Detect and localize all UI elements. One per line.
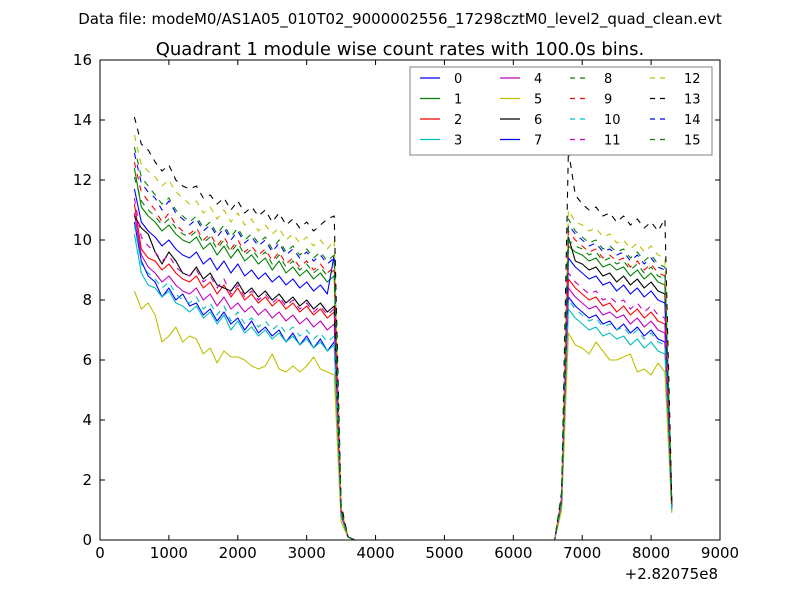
data-file-header: Data file: modeM0/AS1A05_010T02_90000025…: [78, 10, 722, 29]
series-line-4: [133, 212, 673, 540]
series-line-12: [133, 134, 673, 540]
x-tick-label: 2000: [219, 544, 257, 562]
plot-lines: [133, 116, 673, 540]
x-axis: 0 1000 2000 3000 4000 5000 6000 7000 8000 9000: [95, 60, 739, 562]
legend-label-11: 11: [604, 134, 621, 149]
legend-label-3: 3: [454, 134, 462, 149]
y-tick-label: 16: [73, 51, 92, 69]
y-tick-label: 14: [73, 111, 92, 129]
x-offset-label: +2.82075e8: [625, 565, 718, 583]
x-tick-label: 7000: [563, 544, 601, 562]
legend-label-10: 10: [604, 113, 621, 128]
y-tick-label: 10: [73, 231, 92, 249]
legend-label-8: 8: [604, 72, 612, 87]
x-tick-label: 9000: [701, 544, 739, 562]
series-line-9: [133, 161, 673, 540]
series-line-11: [133, 197, 673, 540]
legend-label-6: 6: [534, 113, 542, 128]
series-line-2: [133, 203, 673, 540]
legend-box: [409, 66, 713, 156]
legend-label-5: 5: [534, 93, 542, 108]
series-line-8: [133, 176, 673, 540]
legend-label-0: 0: [454, 72, 462, 87]
y-tick-label: 2: [82, 471, 92, 489]
legend-label-2: 2: [454, 113, 462, 128]
legend-label-13: 13: [684, 93, 701, 108]
series-line-3: [133, 233, 673, 540]
series-line-15: [133, 146, 673, 540]
legend-label-1: 1: [454, 93, 462, 108]
x-tick-label: 5000: [425, 544, 463, 562]
x-tick-label: 4000: [356, 544, 394, 562]
legend-label-7: 7: [534, 134, 542, 149]
x-tick-label: 8000: [632, 544, 670, 562]
legend-label-14: 14: [684, 113, 701, 128]
y-tick-label: 4: [82, 411, 92, 429]
y-tick-label: 8: [82, 291, 92, 309]
legend-label-4: 4: [534, 72, 542, 87]
series-line-10: [133, 224, 673, 540]
legend-label-15: 15: [684, 134, 701, 149]
series-line-5: [133, 290, 673, 540]
x-tick-label: 1000: [150, 544, 188, 562]
series-line-7: [133, 188, 673, 540]
legend-label-12: 12: [684, 72, 701, 87]
y-tick-label: 12: [73, 171, 92, 189]
legend-label-9: 9: [604, 93, 612, 108]
x-tick-label: 3000: [288, 544, 326, 562]
x-tick-label: 0: [95, 544, 105, 562]
series-line-6: [133, 215, 673, 540]
series-line-0: [133, 221, 673, 540]
chart-title: Quadrant 1 module wise count rates with …: [156, 39, 645, 60]
y-tick-label: 0: [82, 531, 92, 549]
x-tick-label: 6000: [494, 544, 532, 562]
y-tick-label: 6: [82, 351, 92, 369]
series-line-14: [133, 152, 673, 540]
series-line-1: [133, 167, 673, 540]
